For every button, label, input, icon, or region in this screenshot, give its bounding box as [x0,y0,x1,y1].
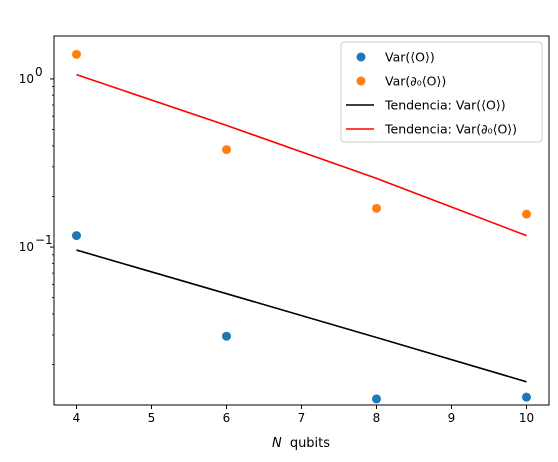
x-axis-label: N qubits [272,436,330,451]
x-tick-label: 7 [298,411,306,425]
y-tick-exponent: −1 [35,233,53,247]
legend-marker [356,52,366,62]
legend: Var(⟨O⟩) Var(∂₀⟨O⟩) Tendencia: Var(⟨O⟩) Ten… [340,41,543,143]
x-tick-label: 9 [448,411,456,425]
data-point [72,49,81,59]
x-axis: 4 5 6 7 8 9 10 [73,405,534,425]
trend-line [76,73,527,237]
data-point [222,145,231,155]
trend-line [76,249,527,383]
series-layer [72,49,531,404]
x-tick-label: 6 [223,411,231,425]
x-axis-label-var: N [272,436,282,451]
legend-box [340,41,543,143]
x-axis-label-unit: qubits [290,436,330,451]
legend-marker [356,76,366,86]
data-point [372,394,381,404]
y-tick-exponent: 0 [35,65,43,79]
data-point [372,203,381,213]
y-tick-label: 10 [19,72,34,86]
data-point [522,392,531,402]
data-point [222,331,231,341]
x-tick-label: 4 [73,411,81,425]
x-tick-label: 8 [373,411,381,425]
data-point [72,231,81,241]
x-tick-label: 5 [148,411,156,425]
data-point [522,209,531,219]
legend-label: Var(∂₀⟨O⟩) [385,74,446,89]
y-tick-label: 10 [19,240,34,254]
legend-label: Tendencia: Var(⟨O⟩) [384,98,506,113]
x-tick-label: 10 [519,411,534,425]
legend-label: Var(⟨O⟩) [385,50,435,65]
legend-label: Tendencia: Var(∂₀⟨O⟩) [384,122,517,137]
